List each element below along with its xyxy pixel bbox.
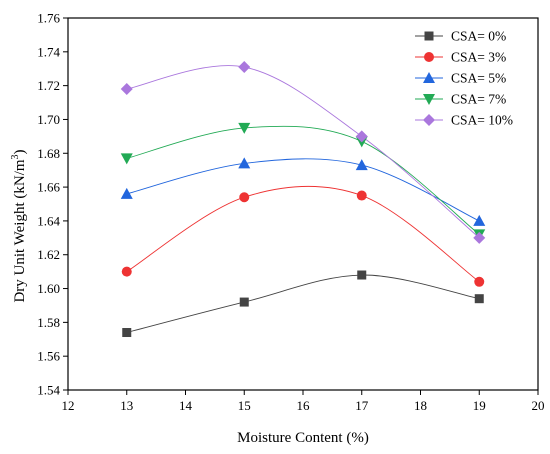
y-tick-label: 1.68: [37, 146, 60, 161]
x-tick-label: 16: [297, 398, 311, 413]
y-tick-label: 1.70: [37, 112, 60, 127]
legend-marker: [423, 72, 435, 83]
data-point: [238, 61, 251, 74]
legend-marker: [424, 52, 434, 62]
data-point: [355, 130, 368, 143]
data-point: [357, 270, 367, 280]
series-line: [126, 125, 480, 235]
legend-marker: [424, 31, 434, 41]
y-tick-label: 1.76: [37, 11, 60, 26]
y-axis-title: Dry Unit Weight (kN/m3): [10, 149, 28, 302]
data-point: [473, 214, 486, 226]
x-tick-label: 19: [473, 398, 486, 413]
series-line: [126, 65, 480, 239]
y-tick-label: 1.72: [37, 78, 60, 93]
y-axis-title-superscript: 3: [10, 154, 21, 159]
data-point: [238, 122, 251, 134]
axes: 12 13 14 15 16 17 18 19 20 1.54 1.56 1.58 1.60 1.62 1.…: [37, 11, 544, 414]
data-point: [238, 157, 251, 169]
legend-label: CSA= 0%: [451, 29, 506, 44]
data-point: [474, 276, 485, 287]
y-tick-label: 1.56: [37, 349, 60, 364]
y-axis-title-main: Dry Unit Weight (kN/m: [12, 159, 28, 302]
x-tick-label: 13: [120, 398, 133, 413]
x-tick-label: 15: [238, 398, 251, 413]
series-line: [126, 274, 480, 333]
data-point: [120, 187, 133, 199]
legend-label: CSA= 3%: [451, 50, 506, 65]
series-line: [126, 158, 480, 222]
data-point: [239, 192, 250, 203]
legend-label: CSA= 10%: [451, 113, 513, 128]
y-tick-label: 1.66: [37, 180, 60, 195]
y-tick-label: 1.60: [37, 281, 60, 296]
legend-label: CSA= 5%: [451, 71, 506, 86]
legend-marker: [423, 114, 435, 126]
data-point: [355, 159, 368, 171]
legend-marker: [423, 94, 435, 105]
data-point: [120, 153, 133, 165]
series-markers: [120, 61, 486, 338]
x-axis-title: Moisture Content (%): [237, 430, 369, 446]
series-curves: [126, 65, 480, 333]
data-point: [122, 328, 132, 338]
x-tick-label: 20: [532, 398, 545, 413]
data-point: [473, 231, 486, 244]
y-tick-label: 1.62: [37, 247, 60, 262]
y-tick-label: 1.58: [37, 315, 60, 330]
x-tick-label: 14: [179, 398, 193, 413]
series-line: [126, 185, 480, 283]
legend-label: CSA= 7%: [451, 92, 506, 107]
data-point: [239, 297, 249, 307]
data-point: [356, 190, 367, 201]
data-point: [121, 266, 132, 277]
y-tick-label: 1.74: [37, 44, 60, 59]
y-axis-title-end: ): [12, 149, 28, 154]
x-tick-label: 18: [414, 398, 427, 413]
y-tick-label: 1.54: [37, 383, 60, 398]
x-tick-label: 17: [355, 398, 369, 413]
x-tick-label: 12: [62, 398, 75, 413]
data-point: [120, 83, 133, 96]
legend: CSA= 0% CSA= 3% CSA= 5% CSA= 7% CSA= 10%: [415, 29, 513, 128]
y-tick-label: 1.64: [37, 213, 60, 228]
data-point: [474, 294, 484, 304]
